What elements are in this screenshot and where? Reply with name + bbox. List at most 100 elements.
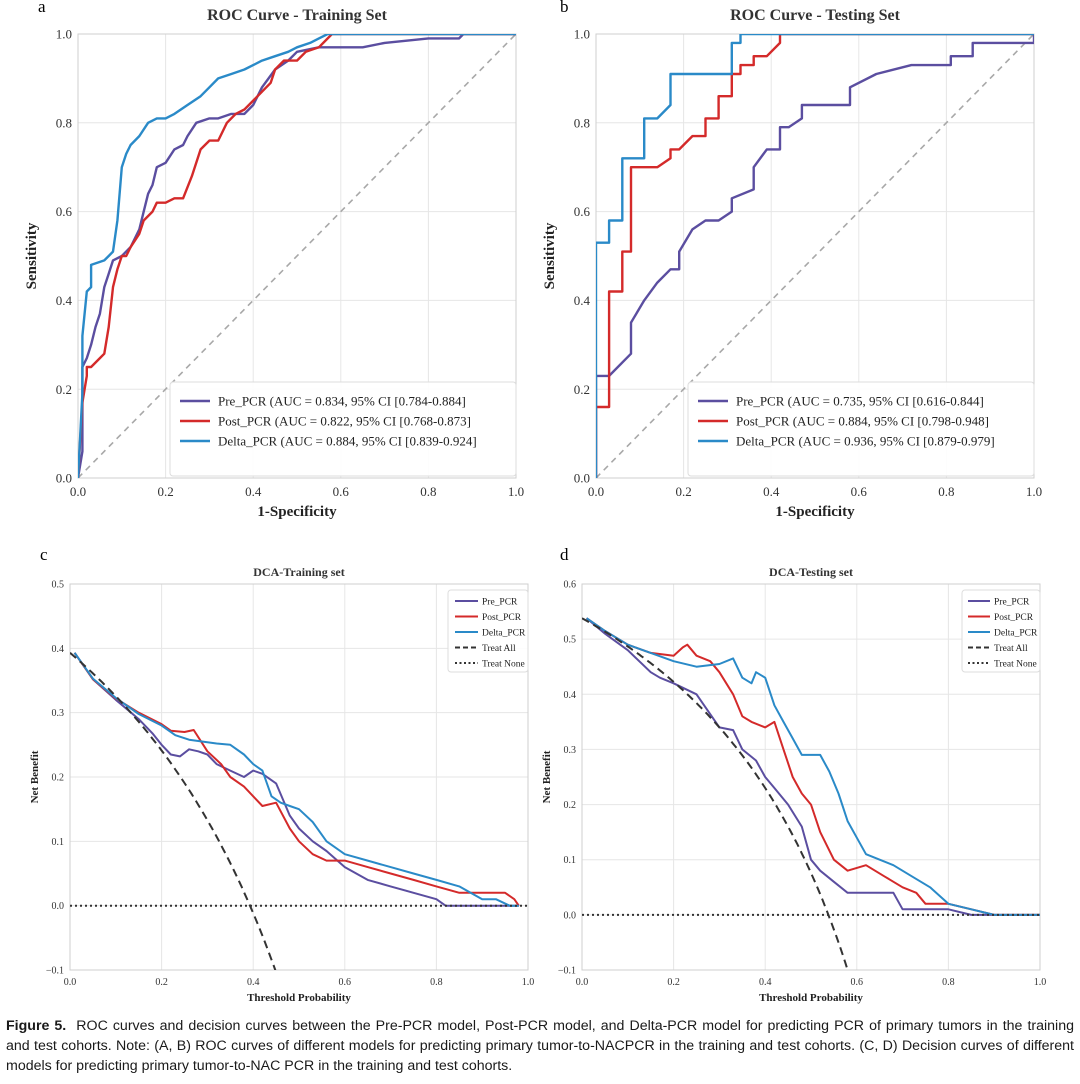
panel-b: b ROC Curve - Testing Set 0.0 0.2 0.4 0.6 0.8 1… [542,0,1042,520]
legend-box [169,381,517,477]
legend-entry: Post_PCR [994,613,1034,623]
y-tick-label: 0.5 [52,580,65,591]
chart-title: ROC Curve - Testing Set [730,7,900,24]
x-tick-label: 0.8 [420,484,436,499]
y-tick-label: 0.3 [52,708,65,719]
y-tick-label: 0.2 [564,800,577,811]
x-tick-label: 1.0 [508,484,524,499]
y-axis-title: Net Benefit [29,750,41,803]
series-line-pre_pcr [78,34,516,478]
series-line-post_pcr [73,652,520,907]
legend-box [687,381,1035,477]
legend-box [961,589,1041,673]
series-line-post_pcr [596,34,1034,478]
y-axis-title: Net Benefit [541,750,553,803]
chart-title: ROC Curve - Training Set [207,7,388,24]
legend-entry: Post_PCR (AUC = 0.822, 95% CI [0.768-0.8… [218,414,471,429]
legend-entry: Delta_PCR (AUC = 0.936, 95% CI [0.879-0.… [736,434,995,449]
diagonal-reference-line [596,34,1034,478]
y-axis-title: Sensitivity [24,222,40,289]
x-tick-label: 1.0 [1034,977,1047,988]
x-tick-label: 0.8 [942,977,955,988]
legend-entry: Pre_PCR [994,597,1030,607]
x-tick-label: 0.2 [157,484,173,499]
series-line-pre_pcr [596,34,1034,478]
chart-title: DCA-Testing set [769,565,853,579]
figure-caption: Figure 5. ROC curves and decision curves… [6,1016,1074,1076]
legend-entry: Post_PCR (AUC = 0.884, 95% CI [0.798-0.9… [736,414,989,429]
plot-area [582,617,1040,970]
series-line-pre_pcr [73,652,519,907]
y-tick-label: 0.4 [56,293,73,308]
y-tick-label: 0.0 [574,471,590,486]
plot-frame [77,33,517,479]
x-tick-label: 0.8 [938,484,954,499]
legend: Pre_PCR Post_PCR Delta_PCR Treat All Treat N… [447,589,529,673]
series-line-delta_pcr [586,617,1040,916]
caption-label: Figure 5. [6,1018,67,1034]
x-tick-label: 0.0 [70,484,86,499]
series-line-pre_pcr [585,617,1040,916]
y-tick-label: 0.1 [52,837,65,848]
legend: Pre_PCR Post_PCR Delta_PCR Treat All Treat N… [961,589,1041,673]
series-line-delta_pcr [596,34,1034,478]
legend-entry: Treat None [994,659,1037,669]
y-axis-title: Sensitivity [542,222,558,289]
y-tick-label: 0.4 [574,293,591,308]
x-tick-label: 1.0 [1026,484,1042,499]
series-line-post_pcr [586,617,1040,916]
series-line-post_pcr [78,34,516,478]
legend-entry: Delta_PCR [482,628,526,638]
legend: Pre_PCR (AUC = 0.735, 95% CI [0.616-0.84… [687,381,1035,477]
x-tick-label: 0.4 [759,977,772,988]
y-tick-label: 0.8 [56,115,72,130]
series-line-delta_pcr [73,652,519,907]
x-tick-label: 0.6 [851,484,868,499]
plot-frame [69,583,529,971]
y-tick-label: 0.3 [564,745,577,756]
y-tick-label: 0.2 [52,773,65,784]
plot-area [596,34,1034,478]
diagonal-reference-line [78,34,516,478]
y-tick-label: 0.5 [564,635,577,646]
y-tick-label: 0.0 [564,910,577,921]
x-tick-label: 0.0 [576,977,589,988]
legend-entry: Pre_PCR (AUC = 0.834, 95% CI [0.784-0.88… [218,394,466,409]
x-tick-label: 1.0 [522,977,535,988]
series-line-treat [582,617,849,970]
y-tick-label: 0.4 [564,690,577,701]
panel-letter: d [560,545,569,564]
x-axis-title: 1-Specificity [775,504,855,520]
plot-area [78,34,516,478]
y-tick-label: 0.6 [56,204,73,219]
legend-entry: Delta_PCR (AUC = 0.884, 95% CI [0.839-0.… [218,434,477,449]
x-tick-label: 0.6 [339,977,352,988]
y-tick-label: 0.2 [574,382,590,397]
legend-box [447,589,529,673]
y-tick-label: 0.8 [574,115,590,130]
panel-letter: b [560,0,569,16]
y-tick-label: −0.1 [46,966,64,977]
figure: a ROC Curve - Training Set 0.0 0.2 0.4 0.6 0.8… [24,0,1046,1004]
x-tick-label: 0.4 [245,484,262,499]
x-tick-label: 0.8 [430,977,443,988]
legend-entry: Delta_PCR [994,628,1038,638]
y-tick-label: 0.0 [56,471,72,486]
panel-c: c DCA-Training set 0.0 0.2 0.4 0.6 0.8 1.0 −0.1 0… [29,545,535,1004]
x-tick-label: 0.4 [763,484,780,499]
x-tick-label: 0.6 [851,977,864,988]
x-tick-label: 0.2 [667,977,680,988]
plot-frame [581,583,1041,971]
y-tick-label: 0.4 [52,644,65,655]
chart-title: DCA-Training set [253,565,344,579]
x-tick-label: 0.2 [675,484,691,499]
legend-entry: Pre_PCR (AUC = 0.735, 95% CI [0.616-0.84… [736,394,984,409]
y-tick-label: 0.0 [52,901,65,912]
series-line-delta_pcr [78,34,516,478]
series-line-treat [70,652,277,970]
legend: Pre_PCR (AUC = 0.834, 95% CI [0.784-0.88… [169,381,517,477]
legend-entry: Post_PCR [482,613,522,623]
x-tick-label: 0.2 [155,977,168,988]
panel-letter: c [40,545,48,564]
